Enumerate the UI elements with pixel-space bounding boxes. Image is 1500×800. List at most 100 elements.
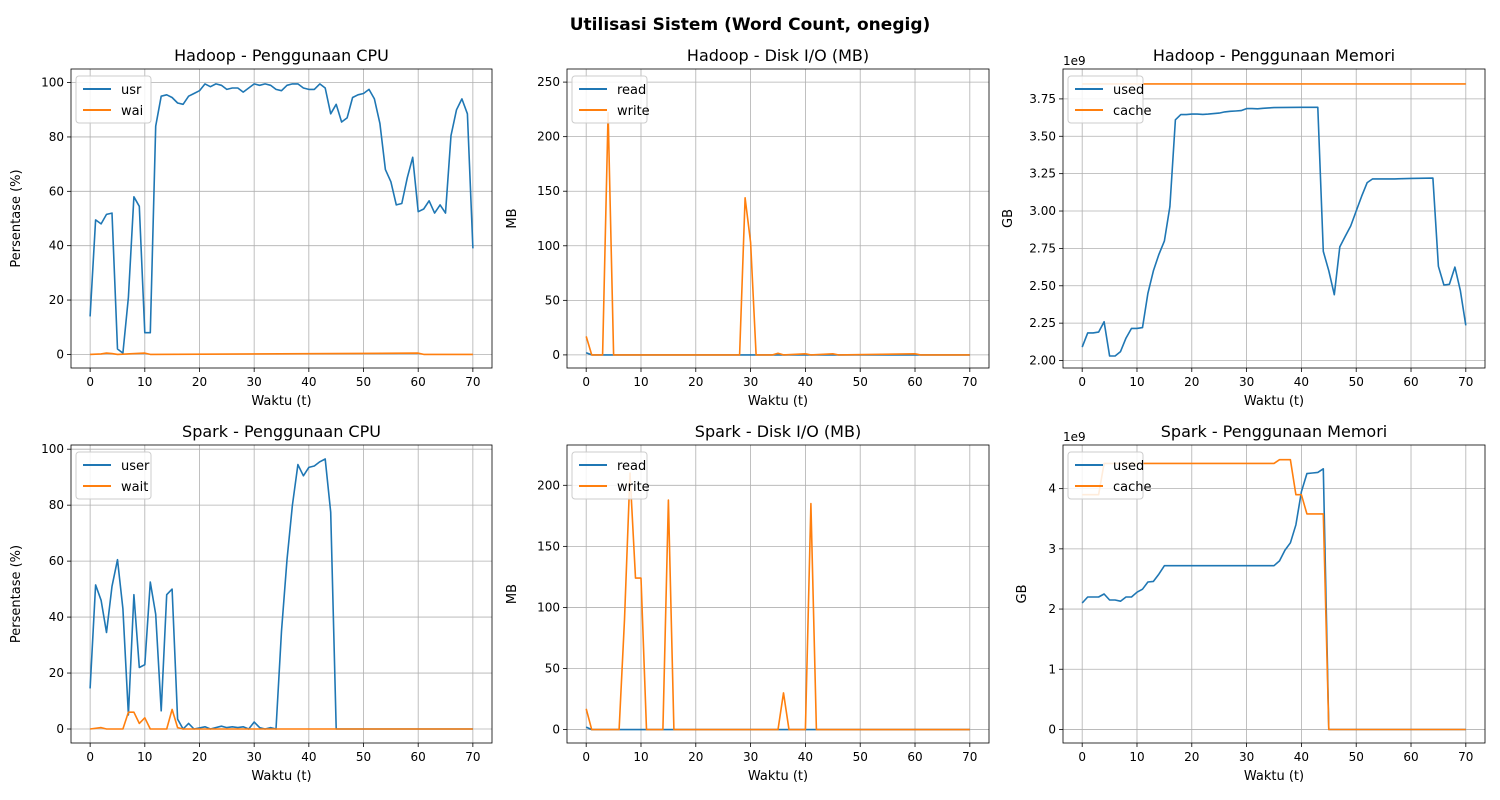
legend-box	[1067, 75, 1144, 124]
y-tick-label: 0	[1048, 722, 1056, 736]
series-line-wai	[90, 352, 473, 356]
y-tick-label: 50	[545, 662, 560, 676]
x-tick-label: 60	[411, 375, 426, 389]
series-line-usr	[89, 83, 474, 354]
y-tick-label: 3.00	[1029, 204, 1056, 218]
x-tick-label: 40	[1294, 375, 1309, 389]
x-tick-label: 30	[247, 750, 262, 764]
y-axis-label: MB	[505, 584, 520, 604]
y-tick-label: 0	[552, 723, 560, 737]
x-tick-label: 30	[247, 375, 262, 389]
x-tick-label: 0	[582, 750, 590, 764]
x-tick-label: 40	[1294, 750, 1309, 764]
x-tick-label: 10	[1129, 750, 1144, 764]
legend: read write	[571, 75, 650, 124]
x-tick-label: 60	[1403, 375, 1418, 389]
x-axis-label: Waktu (t)	[1244, 769, 1304, 784]
x-tick-label: 40	[301, 750, 316, 764]
x-tick-label: 20	[192, 375, 207, 389]
y-tick-label: 3	[1048, 542, 1056, 556]
x-axis-label: Waktu (t)	[251, 394, 311, 409]
legend-label: used	[1113, 83, 1144, 98]
series-line-used	[1081, 468, 1466, 731]
x-tick-label: 70	[962, 375, 977, 389]
y-axis-label: GB	[1015, 585, 1030, 604]
x-tick-label: 20	[688, 375, 703, 389]
legend-label: write	[617, 104, 650, 119]
figure-suptitle: Utilisasi Sistem (Word Count, onegig)	[570, 15, 931, 35]
x-tick-label: 50	[1349, 375, 1364, 389]
subplot-1: 0 10 20 30 40 50 60 70 0 20 40 60 80 100 Hadoop - Peng…	[9, 46, 493, 409]
y-tick-label: 4	[1048, 482, 1056, 496]
y-tick-label: 200	[537, 130, 560, 144]
x-tick-label: 50	[356, 750, 371, 764]
y-tick-label: 100	[41, 442, 64, 456]
legend-box	[571, 75, 648, 124]
series-line-user	[89, 458, 473, 730]
y-tick-label: 40	[49, 239, 64, 253]
x-tick-label: 30	[743, 750, 758, 764]
axes-frame	[566, 68, 990, 369]
y-tick-label: 3.25	[1029, 167, 1056, 181]
y-tick-label: 20	[49, 666, 64, 680]
subplot-6: 0 10 20 30 40 50 60 70 0 1 2 3 4 Spark - Penggunaan M…	[1015, 422, 1486, 784]
axes-frame	[566, 444, 990, 744]
x-axis-label: Waktu (t)	[748, 394, 808, 409]
y-axis-label: GB	[1001, 209, 1016, 228]
legend-label: read	[617, 459, 646, 474]
x-tick-label: 40	[798, 375, 813, 389]
x-tick-label: 30	[1239, 750, 1254, 764]
y-tick-label: 100	[537, 600, 560, 614]
legend-label: wait	[121, 480, 148, 495]
y-axis-label: MB	[505, 208, 520, 228]
y-tick-label: 2	[1048, 602, 1056, 616]
y-tick-label: 0	[56, 347, 64, 361]
x-tick-label: 50	[853, 750, 868, 764]
x-axis-label: Waktu (t)	[251, 769, 311, 784]
legend-label: wai	[121, 104, 143, 119]
x-tick-label: 60	[411, 750, 426, 764]
x-tick-label: 60	[907, 375, 922, 389]
legend: read write	[571, 451, 650, 500]
legend-box	[1067, 451, 1144, 500]
axes-frame	[1062, 68, 1486, 369]
y-tick-label: 2.00	[1029, 354, 1056, 368]
x-tick-label: 0	[582, 375, 590, 389]
x-tick-label: 20	[688, 750, 703, 764]
x-tick-label: 20	[1184, 375, 1199, 389]
x-tick-label: 0	[86, 375, 94, 389]
legend-label: used	[1113, 459, 1144, 474]
y-tick-label: 60	[49, 554, 64, 568]
series-line-wait	[89, 708, 473, 730]
x-tick-label: 70	[1458, 375, 1473, 389]
y-axis-label: Persentase (%)	[9, 169, 24, 267]
subplot-title: Spark - Penggunaan Memori	[1161, 422, 1387, 441]
legend-label: cache	[1113, 480, 1152, 495]
subplot-title: Spark - Penggunaan CPU	[182, 422, 381, 441]
y-tick-label: 0	[56, 722, 64, 736]
subplot-title: Hadoop - Penggunaan CPU	[174, 46, 389, 65]
x-tick-label: 60	[1403, 750, 1418, 764]
y-tick-label: 200	[537, 478, 560, 492]
x-tick-label: 60	[907, 750, 922, 764]
y-tick-label: 100	[537, 239, 560, 253]
x-tick-label: 40	[301, 375, 316, 389]
legend-box	[75, 75, 152, 124]
x-tick-label: 70	[465, 750, 480, 764]
subplot-3: 0 10 20 30 40 50 60 70 2.00 2.25 2.50 2.75 3.00 3.25 3…	[1001, 46, 1486, 409]
y-offset-text: 1e9	[1063, 54, 1086, 68]
x-tick-label: 20	[1184, 750, 1199, 764]
x-tick-label: 40	[798, 750, 813, 764]
y-tick-label: 2.75	[1029, 241, 1056, 255]
axes-frame	[1062, 444, 1486, 744]
x-tick-label: 70	[465, 375, 480, 389]
series-line-used	[1081, 106, 1467, 357]
x-tick-label: 50	[1349, 750, 1364, 764]
x-tick-label: 70	[1458, 750, 1473, 764]
subplot-5: 0 10 20 30 40 50 60 70 0 50 100 150 200 Spark - Disk …	[505, 422, 990, 784]
y-tick-label: 20	[49, 293, 64, 307]
y-tick-label: 100	[41, 76, 64, 90]
legend-box	[75, 451, 152, 500]
